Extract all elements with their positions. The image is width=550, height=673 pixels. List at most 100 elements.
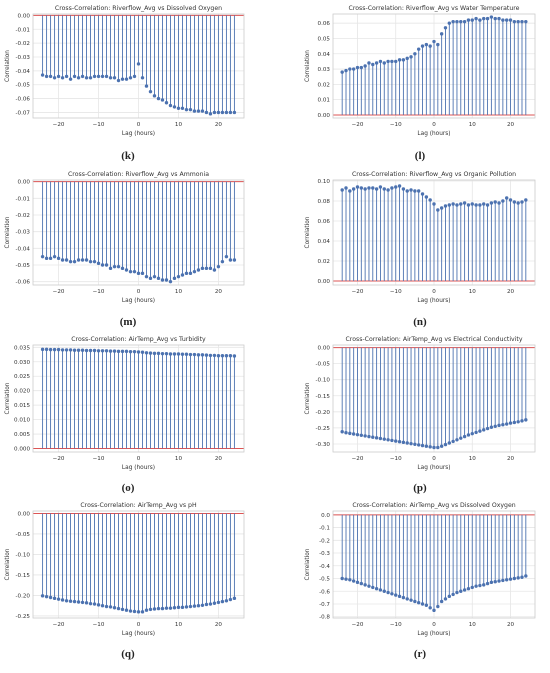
stem-marker bbox=[48, 595, 53, 600]
stem-marker bbox=[443, 204, 448, 208]
stem-marker bbox=[88, 259, 93, 264]
stem-marker bbox=[172, 352, 177, 356]
stem-marker bbox=[84, 76, 89, 80]
stem-marker bbox=[394, 593, 398, 597]
stem-marker bbox=[208, 602, 213, 606]
y-axis-label: Correlation bbox=[305, 216, 311, 248]
stem-marker bbox=[112, 264, 117, 269]
stem-marker bbox=[192, 109, 197, 113]
stem-marker bbox=[48, 347, 53, 352]
stem-marker bbox=[228, 354, 233, 358]
stem-marker bbox=[382, 61, 386, 65]
stem-marker bbox=[88, 348, 93, 353]
stem-marker bbox=[140, 610, 145, 614]
stem-marker bbox=[451, 19, 455, 24]
x-axis-label: Lag (hours) bbox=[417, 131, 450, 137]
y-tick-label: -0.15 bbox=[16, 573, 31, 579]
x-tick-label: −20 bbox=[53, 622, 65, 628]
stem-marker bbox=[524, 418, 528, 422]
stem-marker bbox=[168, 352, 173, 356]
stem-marker bbox=[228, 597, 233, 602]
stem-marker bbox=[455, 19, 459, 24]
stem-marker bbox=[228, 258, 233, 262]
stem-marker bbox=[88, 76, 93, 80]
chart-title: Cross-Correlation: Riverflow_Avg vs Orga… bbox=[352, 171, 516, 178]
stem-marker bbox=[485, 581, 490, 586]
stem-marker bbox=[344, 186, 348, 190]
y-tick-label: -0.3 bbox=[319, 551, 330, 557]
stem-marker bbox=[371, 585, 375, 590]
stem-marker bbox=[224, 254, 229, 259]
y-tick-label: 0.010 bbox=[14, 418, 30, 424]
stem-marker bbox=[367, 584, 371, 588]
stem-marker bbox=[497, 16, 501, 21]
stem-marker bbox=[64, 258, 69, 262]
stem-marker bbox=[424, 195, 429, 199]
stem-marker bbox=[443, 26, 448, 30]
x-axis-label: Lag (hours) bbox=[122, 465, 155, 471]
y-tick-label: 0.05 bbox=[318, 36, 331, 42]
panel-label: (n) bbox=[413, 316, 427, 328]
stem-marker bbox=[405, 441, 409, 445]
stem-marker bbox=[196, 604, 201, 608]
stem-marker bbox=[164, 606, 169, 610]
stem-marker bbox=[76, 258, 81, 262]
stem-marker bbox=[72, 74, 77, 79]
y-tick-label: 0.02 bbox=[318, 259, 330, 265]
y-axis-label: Correlation bbox=[5, 216, 11, 248]
panel-label: (r) bbox=[413, 648, 427, 660]
x-tick-label: −10 bbox=[93, 622, 105, 628]
stem-marker bbox=[224, 110, 229, 115]
y-axis-label: Correlation bbox=[305, 382, 311, 414]
x-tick-label: 0 bbox=[432, 456, 436, 462]
stem-marker bbox=[80, 74, 85, 79]
stem-marker bbox=[100, 349, 105, 353]
stem-marker bbox=[44, 256, 49, 261]
stem-marker bbox=[148, 607, 153, 612]
stem-marker bbox=[401, 187, 406, 191]
stem-marker bbox=[340, 70, 344, 74]
stem-marker bbox=[204, 110, 209, 115]
stem-marker bbox=[501, 578, 505, 583]
y-tick-label: 0.06 bbox=[318, 219, 331, 225]
stem-marker bbox=[367, 186, 371, 190]
x-tick-label: 0 bbox=[432, 289, 436, 295]
stem-marker bbox=[80, 600, 85, 605]
stem-marker bbox=[413, 599, 417, 604]
y-tick-label: -0.06 bbox=[16, 97, 31, 103]
stem-marker bbox=[474, 430, 478, 435]
stem-marker bbox=[466, 203, 471, 207]
y-axis-label: Correlation bbox=[5, 382, 11, 414]
stem-marker bbox=[180, 106, 185, 110]
stem-marker bbox=[76, 348, 81, 352]
y-tick-label: 0.00 bbox=[318, 346, 331, 352]
stem-marker bbox=[455, 203, 459, 207]
y-tick-label: 0.005 bbox=[14, 432, 30, 438]
stem-marker bbox=[436, 208, 440, 212]
stem-marker bbox=[196, 268, 201, 272]
stem-marker bbox=[497, 423, 501, 428]
chart-title: Cross-Correlation: AirTemp_Avg vs Electr… bbox=[345, 336, 522, 343]
stem-marker bbox=[489, 580, 494, 585]
x-tick-label: −20 bbox=[53, 122, 65, 128]
y-tick-label: 0.015 bbox=[14, 403, 30, 409]
stem-marker bbox=[520, 419, 524, 423]
stem-marker bbox=[112, 76, 117, 80]
stem-marker bbox=[363, 64, 367, 68]
stem-marker bbox=[516, 19, 520, 24]
stem-marker bbox=[136, 62, 141, 66]
stem-marker bbox=[340, 576, 344, 581]
stem-marker bbox=[516, 201, 520, 205]
stem-marker bbox=[466, 433, 471, 437]
stem-marker bbox=[420, 602, 425, 606]
stem-marker bbox=[413, 442, 417, 446]
stem-marker bbox=[371, 186, 375, 190]
stem-marker bbox=[80, 348, 85, 352]
stem-marker bbox=[132, 609, 137, 614]
stem-marker bbox=[200, 603, 205, 607]
stem-marker bbox=[220, 599, 225, 604]
stem-marker bbox=[120, 77, 125, 81]
stem-marker bbox=[520, 575, 524, 579]
x-tick-label: −10 bbox=[390, 289, 402, 295]
